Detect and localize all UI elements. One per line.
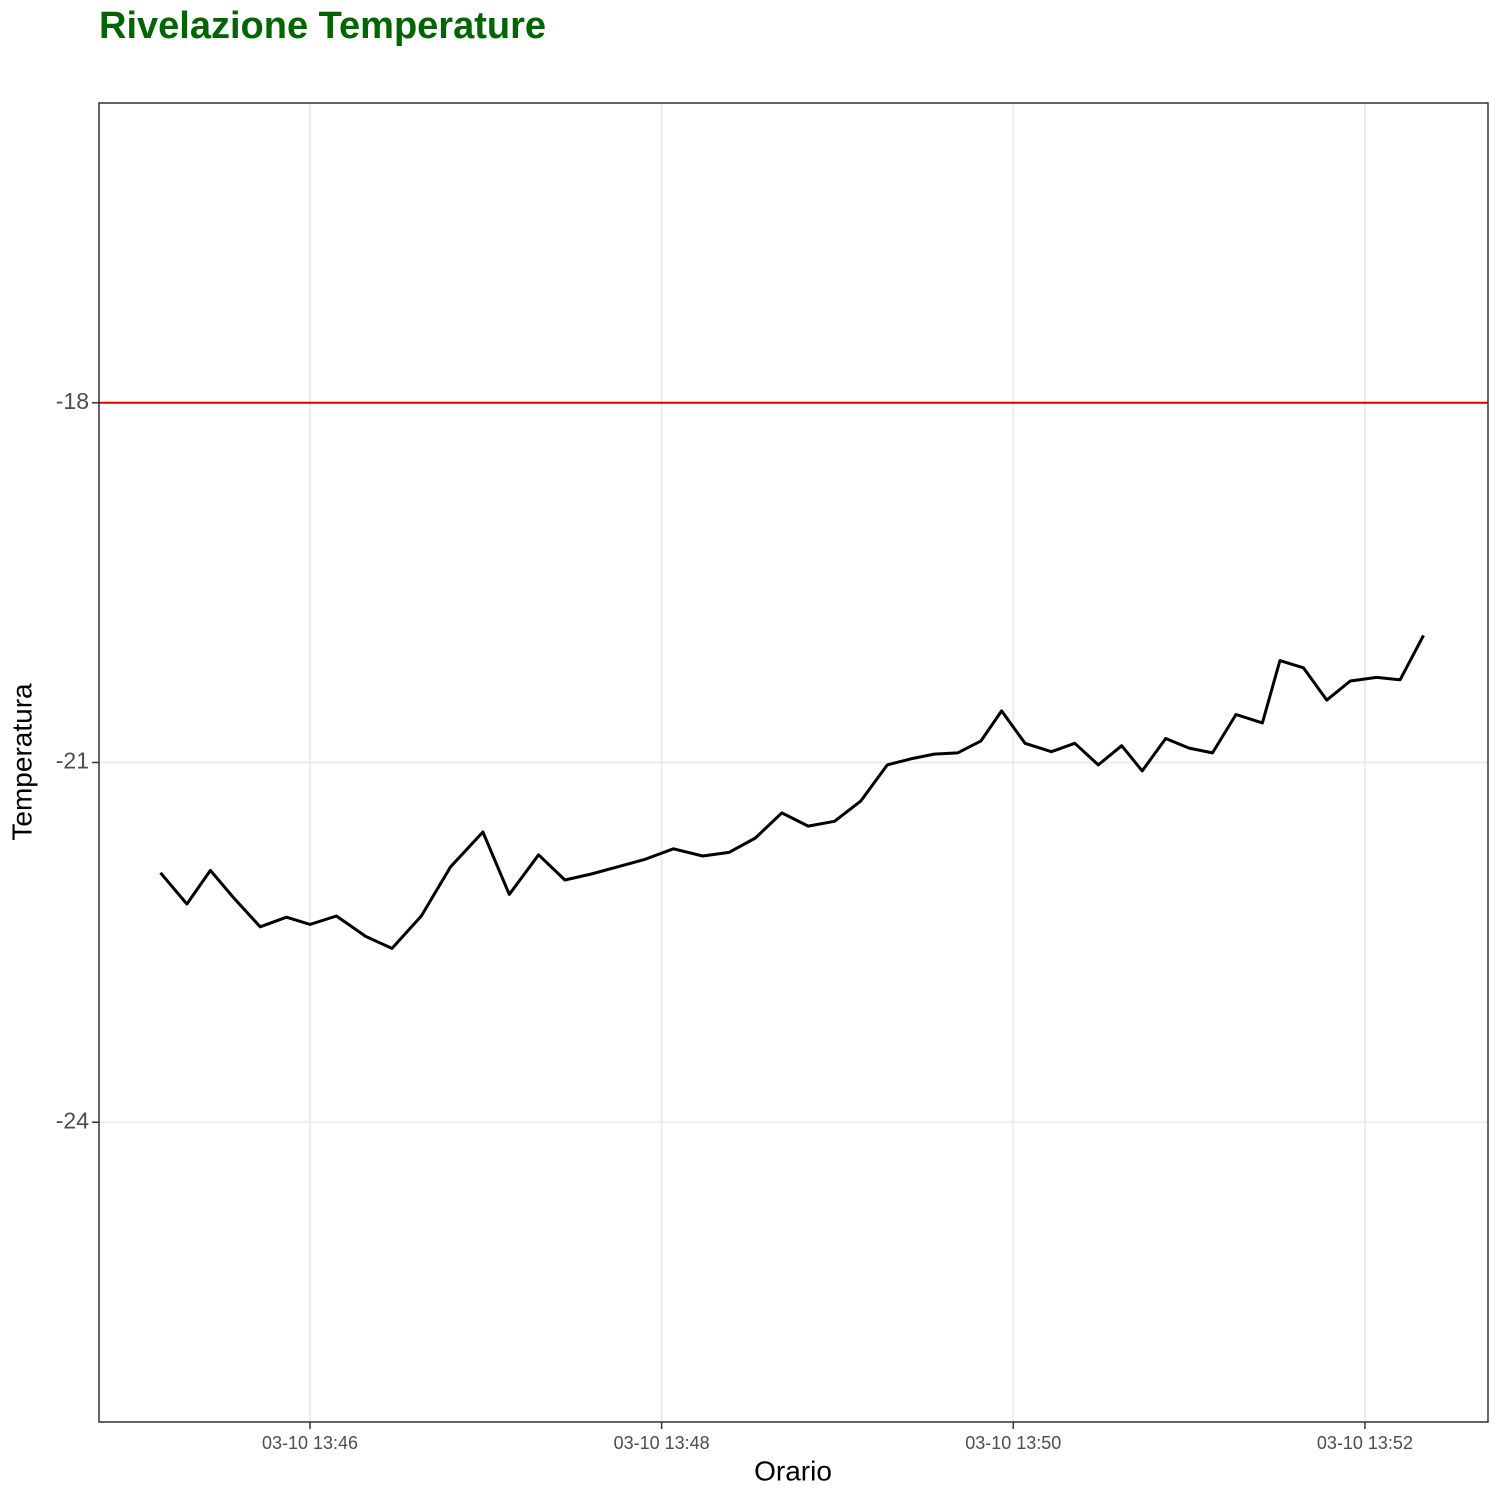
x-tick-label: 03-10 13:50	[965, 1433, 1061, 1453]
y-tick-label: -18	[56, 388, 89, 414]
y-axis-label: Temperatura	[6, 683, 37, 841]
x-tick-label: 03-10 13:52	[1317, 1433, 1413, 1453]
y-tick-label: -24	[56, 1107, 89, 1133]
line-series	[159, 634, 1425, 950]
y-tick-label: -21	[56, 748, 89, 774]
chart-title: Rivelazione Temperature	[99, 5, 546, 47]
x-axis-label: Orario	[754, 1455, 832, 1486]
x-tick-label: 03-10 13:46	[262, 1433, 358, 1453]
panel-border	[98, 102, 1489, 1423]
x-tick-label: 03-10 13:48	[614, 1433, 710, 1453]
